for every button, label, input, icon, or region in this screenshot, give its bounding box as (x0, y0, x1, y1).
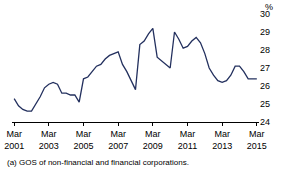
svg-text:Mar2011: Mar2011 (178, 129, 197, 151)
svg-text:%: % (265, 2, 273, 12)
svg-text:Mar2015: Mar2015 (247, 129, 267, 151)
svg-text:28: 28 (260, 45, 270, 55)
svg-text:30: 30 (260, 9, 270, 19)
svg-text:29: 29 (260, 27, 270, 37)
svg-text:Mar2013: Mar2013 (212, 129, 232, 151)
svg-text:Mar2005: Mar2005 (73, 129, 93, 151)
svg-text:24: 24 (260, 117, 270, 127)
svg-text:Mar2001: Mar2001 (4, 129, 24, 151)
svg-text:Mar2009: Mar2009 (143, 129, 163, 151)
svg-text:25: 25 (260, 99, 270, 109)
svg-text:26: 26 (260, 81, 270, 91)
svg-text:(a) GOS of non-financial and f: (a) GOS of non-financial and financial c… (7, 158, 189, 167)
svg-text:27: 27 (260, 63, 270, 73)
svg-text:Mar2003: Mar2003 (39, 129, 59, 151)
svg-text:Mar2007: Mar2007 (108, 129, 128, 151)
